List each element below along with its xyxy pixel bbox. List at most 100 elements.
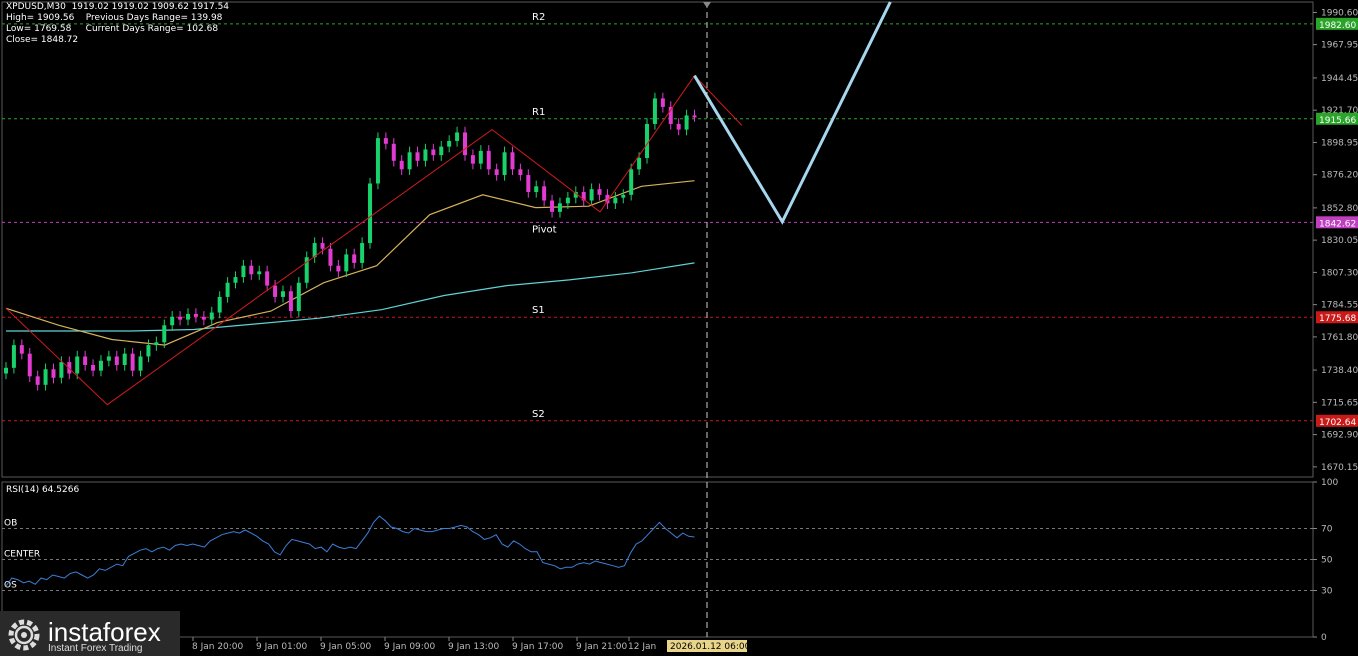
ma-fast-line xyxy=(5,180,695,346)
candle-body xyxy=(19,345,24,354)
candle-body xyxy=(478,150,483,164)
candle-body xyxy=(463,132,467,156)
rsi-level-label-center: CENTER xyxy=(4,550,40,560)
price-tick-label: 1967.95 xyxy=(1321,41,1358,51)
candle-body xyxy=(589,189,594,201)
symbol-ohlc-line: XPDUSD,M30 1919.02 1919.02 1909.62 1917.… xyxy=(6,2,229,13)
rsi-title: RSI(14) 64.5266 xyxy=(6,485,79,495)
candle-body xyxy=(336,265,341,272)
candle-body xyxy=(565,197,570,204)
candle-body xyxy=(344,254,349,272)
candle-body xyxy=(652,98,657,124)
gear-logo-icon xyxy=(8,619,40,651)
brand-name: instaforex xyxy=(48,617,161,647)
candle-body xyxy=(4,367,8,374)
level-price-label: 1842.62 xyxy=(1319,219,1356,229)
price-tick-label: 1670.15 xyxy=(1321,463,1358,473)
candle-body xyxy=(320,243,325,249)
ma-slow-line xyxy=(6,262,695,332)
candle-body xyxy=(542,186,547,201)
rsi-tick-label: 70 xyxy=(1321,525,1333,535)
candle-body xyxy=(502,152,507,175)
candle-body xyxy=(486,150,491,170)
candle-body xyxy=(280,291,285,297)
candle-body xyxy=(550,200,555,212)
time-label: 12 Jan xyxy=(628,642,656,652)
rsi-level-label-os: OS xyxy=(4,581,17,591)
candle-body xyxy=(312,243,317,258)
candle-body xyxy=(154,342,159,346)
close-line: Close= 1848.72 xyxy=(6,35,229,46)
time-label: 8 Jan 20:00 xyxy=(192,642,244,652)
candle-body xyxy=(455,132,460,141)
level-price-label: 1775.68 xyxy=(1319,314,1356,324)
price-tick-label: 1830.05 xyxy=(1321,236,1358,246)
level-price-box xyxy=(1316,216,1358,229)
cursor-time-box xyxy=(667,640,747,652)
candle-body xyxy=(304,257,309,283)
candle-body xyxy=(122,353,127,365)
level-name-pivot: Pivot xyxy=(532,224,557,235)
price-panel-border xyxy=(1,1,1314,478)
prev-range-value: Previous Days Range= 139.98 xyxy=(85,13,223,23)
chart-info-panel: XPDUSD,M30 1919.02 1919.02 1909.62 1917.… xyxy=(6,2,229,46)
candle-body xyxy=(494,169,499,175)
level-price-label: 1982.60 xyxy=(1319,21,1356,31)
candle-body xyxy=(597,189,602,195)
brand-tagline: Instant Forex Trading xyxy=(48,643,143,654)
candle-body xyxy=(98,360,103,371)
candle-body xyxy=(510,152,515,170)
time-label: 9 Jan 17:00 xyxy=(512,642,564,652)
candle-body xyxy=(225,282,230,297)
candle-body xyxy=(35,376,40,385)
low-range-line: Low= 1769.58 Current Days Range= 102.68 xyxy=(6,24,229,35)
candle-body xyxy=(368,183,373,244)
candle-body xyxy=(637,157,642,170)
candle-body xyxy=(518,169,523,175)
level-name-s2: S2 xyxy=(532,409,545,420)
candle-body xyxy=(360,243,365,263)
level-price-label: 1915.66 xyxy=(1319,116,1356,126)
level-name-r1: R1 xyxy=(532,107,545,118)
candle-body xyxy=(209,312,214,320)
candle-body xyxy=(288,291,293,312)
price-tick-label: 1784.55 xyxy=(1321,301,1358,311)
candle-body xyxy=(130,353,135,371)
candle-body xyxy=(178,316,183,320)
rsi-tick-label: 50 xyxy=(1321,556,1333,566)
instaforex-watermark: instaforex Instant Forex Trading xyxy=(0,611,180,656)
candle-body xyxy=(684,115,689,130)
candle-body xyxy=(170,316,175,326)
candle-body xyxy=(83,356,88,365)
candle-body xyxy=(629,169,634,195)
candle-body xyxy=(27,353,32,377)
candle-body xyxy=(67,362,72,374)
price-tick-label: 1738.40 xyxy=(1321,366,1358,376)
price-tick-label: 1944.45 xyxy=(1321,74,1358,84)
price-tick-label: 1761.80 xyxy=(1321,333,1358,343)
level-price-box xyxy=(1316,112,1358,125)
time-label: 9 Jan 05:00 xyxy=(320,642,372,652)
rsi-tick-label: 30 xyxy=(1321,587,1333,597)
price-tick-label: 1715.65 xyxy=(1321,398,1358,408)
candle-body xyxy=(660,98,665,107)
candle-body xyxy=(415,152,420,161)
candle-body xyxy=(201,316,206,320)
candle-body xyxy=(75,356,80,374)
level-price-box xyxy=(1316,17,1358,30)
rsi-tick-label: 100 xyxy=(1321,478,1338,488)
candle-body xyxy=(692,115,697,118)
candle-body xyxy=(249,265,254,275)
price-tick-label: 1807.30 xyxy=(1321,268,1358,278)
symbol-label: XPDUSD,M30 xyxy=(6,2,66,12)
price-tick-label: 1921.70 xyxy=(1321,106,1358,116)
price-tick-label: 1852.80 xyxy=(1321,204,1358,214)
rsi-line xyxy=(5,515,695,587)
candle-body xyxy=(645,123,650,158)
zigzag-line xyxy=(5,74,743,406)
candle-body xyxy=(257,271,262,275)
level-name-s1: S1 xyxy=(532,305,545,316)
ohlc-values: 1919.02 1919.02 1909.62 1917.54 xyxy=(71,2,230,12)
candle-body xyxy=(431,149,436,156)
level-price-box xyxy=(1316,414,1358,427)
